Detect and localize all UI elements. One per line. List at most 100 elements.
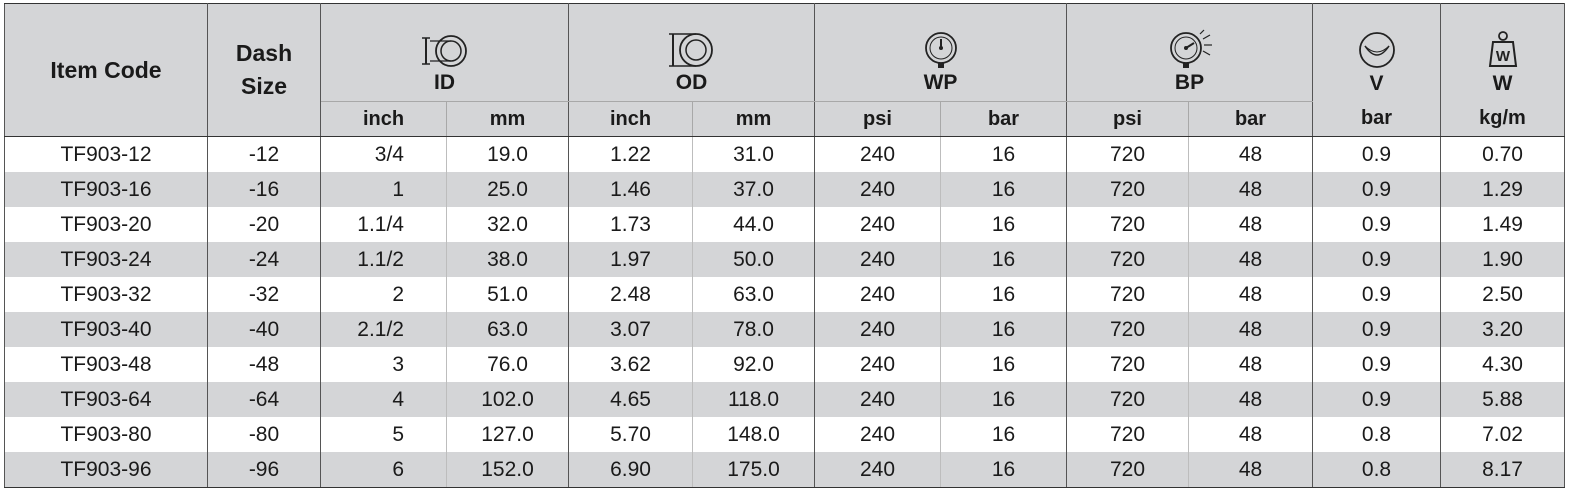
unit-id-mm: mm	[446, 101, 569, 137]
header-od-label: OD	[675, 71, 708, 94]
cell-od-inch: 1.73	[568, 207, 693, 242]
cell-w-kgm: 1.49	[1440, 207, 1565, 242]
cell-od-mm: 175.0	[692, 452, 815, 488]
cell-w-kgm: 5.88	[1440, 382, 1565, 417]
cell-dash-size: -16	[207, 172, 321, 207]
cell-od-inch: 3.62	[568, 347, 693, 382]
cell-id-mm: 25.0	[446, 172, 569, 207]
burst-gauge-icon	[1169, 29, 1212, 68]
cell-od-mm: 63.0	[692, 277, 815, 312]
cell-id-mm: 76.0	[446, 347, 569, 382]
cell-wp-bar: 16	[940, 242, 1067, 277]
cell-od-inch: 2.48	[568, 277, 693, 312]
unit-v-bar: bar	[1312, 101, 1441, 137]
outer-diameter-icon	[668, 33, 713, 67]
cell-od-inch: 6.90	[568, 452, 693, 488]
cell-v-bar: 0.9	[1312, 172, 1441, 207]
header-od: OD	[568, 3, 815, 102]
cell-bp-bar: 48	[1188, 136, 1313, 172]
cell-od-inch: 5.70	[568, 417, 693, 452]
cell-bp-bar: 48	[1188, 207, 1313, 242]
cell-od-mm: 44.0	[692, 207, 815, 242]
cell-v-bar: 0.9	[1312, 382, 1441, 417]
header-w-label: W	[1492, 71, 1513, 95]
cell-item-code: TF903-96	[4, 452, 208, 488]
cell-wp-psi: 240	[814, 382, 941, 417]
cell-bp-psi: 720	[1066, 277, 1189, 312]
hose-spec-table: Item Code Dash Size ID	[4, 3, 1565, 488]
header-dash-size-line1: Dash	[235, 40, 293, 66]
cell-od-mm: 148.0	[692, 417, 815, 452]
cell-v-bar: 0.9	[1312, 277, 1441, 312]
cell-id-inch: 2.1/2	[320, 312, 447, 347]
table-row: TF903-40 -40 2.1/2 63.0 3.07 78.0 240 16 720 48 0.…	[4, 312, 1565, 347]
cell-item-code: TF903-32	[4, 277, 208, 312]
cell-bp-bar: 48	[1188, 347, 1313, 382]
cell-bp-psi: 720	[1066, 207, 1189, 242]
cell-item-code: TF903-64	[4, 382, 208, 417]
cell-wp-psi: 240	[814, 417, 941, 452]
cell-w-kgm: 8.17	[1440, 452, 1565, 488]
cell-wp-bar: 16	[940, 347, 1067, 382]
table-row: TF903-16 -16 1 25.0 1.46 37.0 240 16 720 48 0.9 1.2…	[4, 172, 1565, 207]
cell-od-mm: 118.0	[692, 382, 815, 417]
vacuum-icon	[1358, 31, 1395, 68]
cell-v-bar: 0.8	[1312, 452, 1441, 488]
pressure-gauge-icon	[924, 32, 957, 68]
cell-w-kgm: 1.29	[1440, 172, 1565, 207]
cell-dash-size: -40	[207, 312, 321, 347]
cell-bp-psi: 720	[1066, 172, 1189, 207]
cell-dash-size: -12	[207, 136, 321, 172]
unit-bp-bar: bar	[1188, 101, 1313, 137]
cell-v-bar: 0.9	[1312, 207, 1441, 242]
header-bp: BP	[1066, 3, 1313, 102]
cell-v-bar: 0.9	[1312, 312, 1441, 347]
cell-item-code: TF903-80	[4, 417, 208, 452]
unit-w-kgm: kg/m	[1440, 101, 1565, 137]
cell-bp-psi: 720	[1066, 312, 1189, 347]
unit-od-mm: mm	[692, 101, 815, 137]
cell-item-code: TF903-24	[4, 242, 208, 277]
cell-od-mm: 31.0	[692, 136, 815, 172]
header-v-label: V	[1369, 71, 1384, 95]
cell-bp-bar: 48	[1188, 312, 1313, 347]
cell-wp-psi: 240	[814, 277, 941, 312]
cell-od-inch: 1.46	[568, 172, 693, 207]
weight-icon: W	[1488, 30, 1517, 67]
cell-id-mm: 63.0	[446, 312, 569, 347]
unit-bp-psi: psi	[1066, 101, 1189, 137]
cell-id-mm: 152.0	[446, 452, 569, 488]
cell-w-kgm: 0.70	[1440, 136, 1565, 172]
cell-wp-psi: 240	[814, 242, 941, 277]
cell-id-inch: 3/4	[320, 136, 447, 172]
cell-od-mm: 50.0	[692, 242, 815, 277]
unit-id-inch: inch	[320, 101, 447, 137]
cell-wp-bar: 16	[940, 136, 1067, 172]
table-row: TF903-12 -12 3/4 19.0 1.22 31.0 240 16 720 48 0.9 0…	[4, 136, 1565, 172]
table-row: TF903-80 -80 5 127.0 5.70 148.0 240 16 720 48 0.8 7…	[4, 417, 1565, 452]
header-item-code: Item Code	[4, 3, 208, 137]
cell-v-bar: 0.8	[1312, 417, 1441, 452]
header-id: ID	[320, 3, 569, 102]
cell-od-inch: 4.65	[568, 382, 693, 417]
cell-wp-bar: 16	[940, 417, 1067, 452]
cell-dash-size: -32	[207, 277, 321, 312]
header-dash-size-line2: Size	[240, 73, 288, 99]
cell-od-inch: 1.97	[568, 242, 693, 277]
cell-dash-size: -96	[207, 452, 321, 488]
unit-od-inch: inch	[568, 101, 693, 137]
cell-item-code: TF903-40	[4, 312, 208, 347]
table-row: TF903-48 -48 3 76.0 3.62 92.0 240 16 720 48 0.9 4.3…	[4, 347, 1565, 382]
cell-id-inch: 1.1/2	[320, 242, 447, 277]
cell-id-inch: 5	[320, 417, 447, 452]
cell-v-bar: 0.9	[1312, 347, 1441, 382]
cell-item-code: TF903-20	[4, 207, 208, 242]
header-row-main: Item Code Dash Size ID	[4, 3, 1565, 137]
cell-od-mm: 78.0	[692, 312, 815, 347]
cell-od-inch: 3.07	[568, 312, 693, 347]
cell-od-mm: 37.0	[692, 172, 815, 207]
cell-bp-psi: 720	[1066, 136, 1189, 172]
cell-id-mm: 102.0	[446, 382, 569, 417]
cell-wp-psi: 240	[814, 172, 941, 207]
cell-w-kgm: 3.20	[1440, 312, 1565, 347]
